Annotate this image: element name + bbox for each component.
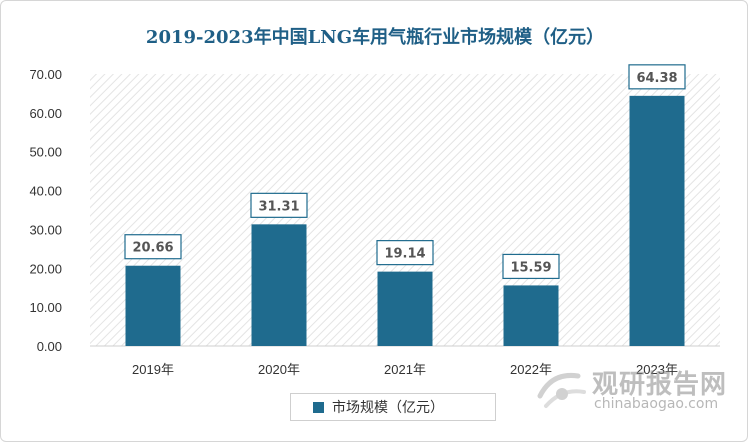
data-label: 15.59 bbox=[510, 260, 551, 275]
chart-title: 2019-2023年中国LNG车用气瓶行业市场规模（亿元） bbox=[146, 26, 604, 48]
data-label-box bbox=[250, 192, 308, 218]
watermark-en: chinabaogao.com bbox=[594, 396, 719, 412]
bar bbox=[125, 265, 181, 346]
y-axis: 0.00 10.00 20.00 30.00 40.00 50.00 60.00 70.00 bbox=[29, 67, 62, 354]
watermark-cn: 观研报告网 bbox=[592, 370, 728, 400]
y-tick-label: 20.00 bbox=[29, 261, 62, 276]
data-label: 31.31 bbox=[258, 199, 299, 214]
x-tick-label: 2019年 bbox=[132, 362, 174, 377]
bars-group bbox=[125, 95, 685, 347]
bar bbox=[503, 285, 559, 346]
x-tick-label: 2021年 bbox=[384, 362, 426, 377]
bar bbox=[251, 224, 307, 346]
y-tick-label: 40.00 bbox=[29, 184, 62, 199]
x-tick-label: 2023年 bbox=[636, 362, 678, 377]
y-tick-label: 50.00 bbox=[29, 145, 62, 160]
y-tick-label: 30.00 bbox=[29, 222, 62, 237]
bar bbox=[629, 95, 685, 347]
data-label-box bbox=[376, 240, 434, 266]
bar bbox=[377, 271, 433, 346]
x-axis: 2019年 2020年 2021年 2022年 2023年 bbox=[132, 362, 678, 377]
y-tick-label: 60.00 bbox=[29, 106, 62, 121]
legend-label: 市场规模（亿元） bbox=[332, 400, 444, 416]
legend-swatch bbox=[313, 401, 324, 413]
y-tick-label: 70.00 bbox=[29, 67, 62, 82]
y-tick-label: 0.00 bbox=[37, 339, 62, 354]
data-label-box bbox=[124, 234, 182, 260]
watermark-logo-icon bbox=[537, 372, 586, 408]
watermark: 观研报告网 chinabaogao.com bbox=[530, 362, 730, 422]
data-label: 20.66 bbox=[132, 241, 173, 256]
data-label: 64.38 bbox=[636, 71, 677, 86]
x-tick-label: 2020年 bbox=[258, 362, 300, 377]
data-label: 19.14 bbox=[384, 247, 425, 262]
data-label-box bbox=[628, 64, 686, 90]
y-tick-label: 10.00 bbox=[29, 300, 62, 315]
legend: 市场规模（亿元） bbox=[290, 393, 496, 421]
data-labels-group: 20.66 31.31 19.14 15.59 64.38 bbox=[124, 64, 686, 280]
x-tick-label: 2022年 bbox=[510, 362, 552, 377]
data-label-box bbox=[502, 253, 560, 280]
